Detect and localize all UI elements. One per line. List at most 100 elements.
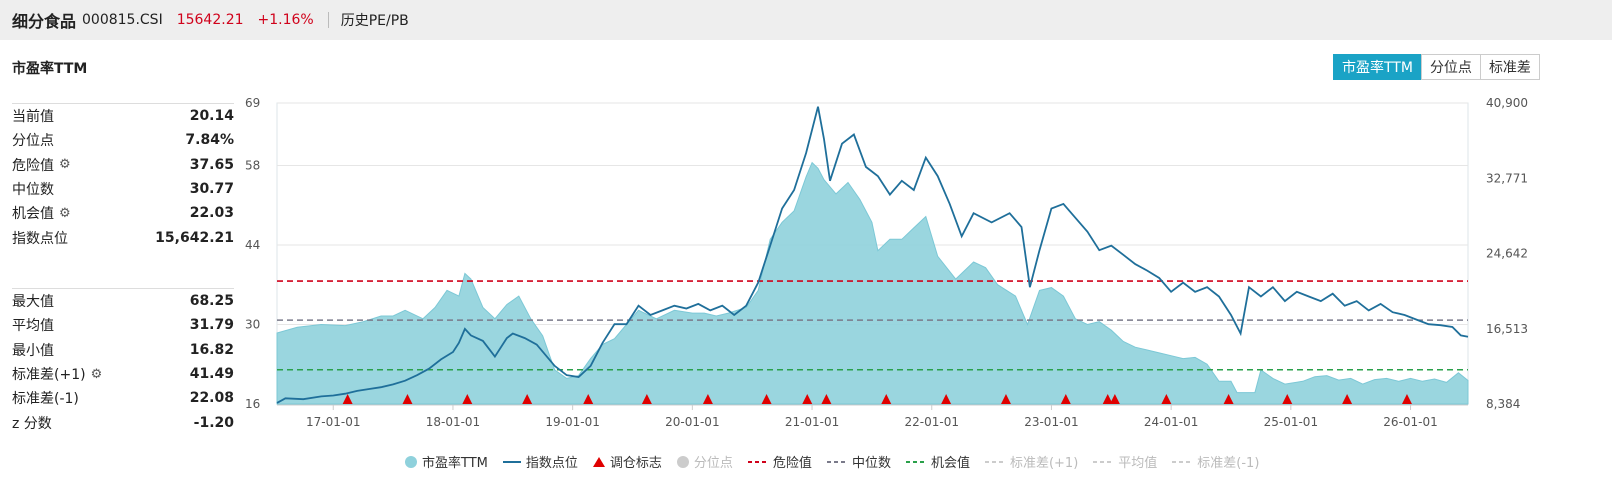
chart-legend: 市盈率TTM 指数点位 调仓标志 分位点 危险值 中位数 机会值 标准差(+1) 平均值 标准差(… [404,452,1273,471]
y-right-tick-label: 32,771 [1486,171,1528,185]
x-tick-label: 22-01-01 [905,415,959,429]
tab-pe-ttm[interactable]: 市盈率TTM [1333,54,1422,80]
stat-row: 当前值 20.14 [12,104,234,128]
rebalance-marker [1401,394,1412,404]
legend-item[interactable]: 指数点位 [502,452,578,471]
stat-value: 16.82 [189,341,234,358]
stat-value: 31.79 [189,317,234,334]
rebalance-marker [941,394,952,404]
stat-row: 指数点位 15,642.21 [12,225,234,249]
legend-item[interactable]: 市盈率TTM [404,452,488,471]
gear-icon[interactable]: ⚙ [59,205,71,221]
stat-label-text: 中位数 [12,182,54,199]
legend-item[interactable]: 危险值 [747,452,812,471]
rebalance-marker [402,394,413,404]
y-right-tick-label: 24,642 [1486,247,1528,261]
y-left-tick-label: 16 [245,397,260,411]
y-left-tick-label: 58 [245,158,260,172]
stat-row: 分位点 7.84% [12,128,234,152]
stat-label: 最小值 [12,340,54,360]
rebalance-marker [761,394,772,404]
stat-value: -1.20 [193,414,234,431]
legend-label: 指数点位 [525,456,578,471]
legend-item[interactable]: 中位数 [826,452,891,471]
rebalance-marker [821,394,832,404]
stat-label: 机会值 ⚙ [12,203,71,223]
stat-label-text: 最大值 [12,294,54,311]
legend-swatch-icon [984,460,1005,463]
rebalance-marker [641,394,652,404]
legend-label: 市盈率TTM [422,456,488,471]
stat-label: 最大值 [12,291,54,311]
legend-swatch-icon [1172,460,1193,463]
stat-value: 7.84% [185,132,234,149]
legend-label: 危险值 [772,456,812,471]
rebalance-marker [342,394,353,404]
stat-label-text: 危险值 [12,157,54,174]
legend-label: 标准差(+1) [1009,456,1079,471]
legend-item[interactable]: 标准差(+1) [984,452,1078,471]
rebalance-marker [522,394,533,404]
legend-label: 分位点 [693,456,733,471]
metric-tabs: 市盈率TTM 分位点 标准差 [1333,54,1540,80]
legend-label: 机会值 [930,456,970,471]
rebalance-marker [881,394,892,404]
legend-swatch-icon [826,460,847,463]
stat-row: 标准差(+1) ⚙ 41.49 [12,362,234,386]
header-bar: 细分食品 000815.CSI 15642.21 +1.16% 历史PE/PB [0,0,1612,40]
x-tick-label: 24-01-01 [1144,415,1198,429]
stat-value: 15,642.21 [155,229,234,246]
tab-std-dev[interactable]: 标准差 [1479,54,1540,80]
x-tick-label: 19-01-01 [545,415,599,429]
stat-row: 平均值 31.79 [12,313,234,337]
x-tick-label: 18-01-01 [426,415,480,429]
stat-label-text: 当前值 [12,109,54,126]
stat-label-text: 机会值 [12,206,54,223]
header-divider [327,12,329,28]
legend-item[interactable]: 机会值 [905,452,970,471]
legend-swatch-icon [1093,460,1114,463]
stat-value: 68.25 [189,293,234,310]
stat-row: 最大值 68.25 [12,289,234,313]
rebalance-marker [462,394,473,404]
rebalance-marker [1102,394,1113,404]
index-points-line [276,106,1469,404]
stat-label-text: 分位点 [12,133,54,150]
stat-row: z 分数 -1.20 [12,410,234,434]
legend-swatch-icon [592,456,605,467]
legend-label: 标准差(-1) [1197,456,1260,471]
stat-value: 30.77 [189,181,234,198]
y-left-tick-label: 44 [245,238,260,252]
rebalance-marker [1109,394,1120,404]
stat-label-text: 指数点位 [12,230,68,247]
stat-row: 最小值 16.82 [12,338,234,362]
panel-title: 市盈率TTM [12,61,88,77]
legend-item[interactable]: 标准差(-1) [1171,452,1259,471]
legend-item[interactable]: 调仓标志 [592,452,662,471]
rebalance-marker [702,394,713,404]
gear-icon[interactable]: ⚙ [59,157,71,173]
stat-row: 机会值 ⚙ 22.03 [12,201,234,225]
rebalance-marker [1223,394,1234,404]
y-right-tick-label: 16,513 [1486,322,1528,336]
legend-item[interactable]: 分位点 [676,452,733,471]
rebalance-marker [1161,394,1172,404]
legend-item[interactable]: 平均值 [1092,452,1157,471]
stat-label-text: 标准差(+1) [12,367,86,384]
stat-label: z 分数 [12,413,52,433]
stat-label-text: z 分数 [12,415,52,432]
x-tick-label: 26-01-01 [1383,415,1437,429]
history-pe-pb-link[interactable]: 历史PE/PB [340,13,409,29]
rebalance-marker [1282,394,1293,404]
rebalance-marker [1000,394,1011,404]
rebalance-marker [802,394,813,404]
x-tick-label: 23-01-01 [1024,415,1078,429]
index-change: +1.16% [257,12,314,28]
gear-icon[interactable]: ⚙ [90,366,103,382]
x-tick-label: 25-01-01 [1264,415,1318,429]
stat-label-text: 标准差(-1) [12,391,79,408]
legend-label: 中位数 [851,456,891,471]
y-right-tick-label: 40,900 [1486,96,1528,110]
stat-label: 危险值 ⚙ [12,155,71,175]
stat-value: 22.08 [189,390,234,407]
